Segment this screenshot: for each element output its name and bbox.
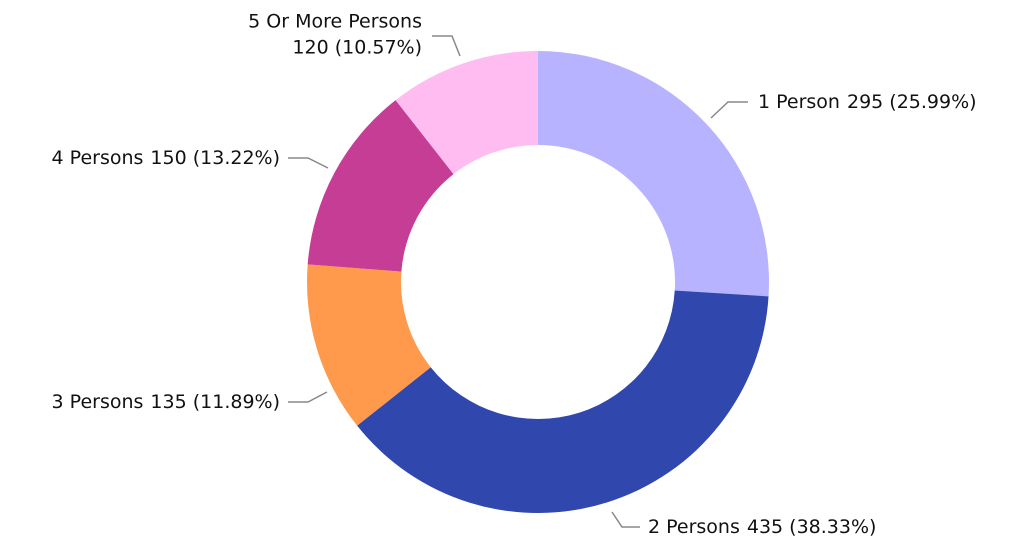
leader-line xyxy=(611,511,640,528)
category-label: 2 Persons xyxy=(648,516,740,538)
value-label: 295 (25.99%) xyxy=(847,91,977,113)
leader-line xyxy=(288,391,328,403)
slice-label: 1 Person 295 (25.99%) xyxy=(758,91,977,113)
donut-slice xyxy=(307,100,454,272)
value-label: 150 (13.22%) xyxy=(150,147,280,169)
slice-label: 5 Or More Persons xyxy=(248,11,422,33)
leader-line xyxy=(288,157,329,169)
donut-slice xyxy=(306,264,431,426)
slice-label: 2 Persons 435 (38.33%) xyxy=(648,516,876,538)
category-label: 4 Persons xyxy=(52,147,144,169)
category-label: 3 Persons xyxy=(52,391,144,413)
value-label: 120 (10.57%) xyxy=(292,37,422,59)
slice-label: 4 Persons 150 (13.22%) xyxy=(52,147,280,169)
slice-label: 3 Persons 135 (11.89%) xyxy=(52,391,280,413)
leader-line xyxy=(710,101,748,119)
leader-line xyxy=(432,35,461,57)
value-label: 435 (38.33%) xyxy=(747,516,877,538)
donut-slice xyxy=(395,51,538,175)
category-label: 1 Person xyxy=(758,91,840,113)
donut-slice xyxy=(357,290,769,513)
value-label: 135 (11.89%) xyxy=(150,391,280,413)
donut-slice xyxy=(538,51,769,297)
